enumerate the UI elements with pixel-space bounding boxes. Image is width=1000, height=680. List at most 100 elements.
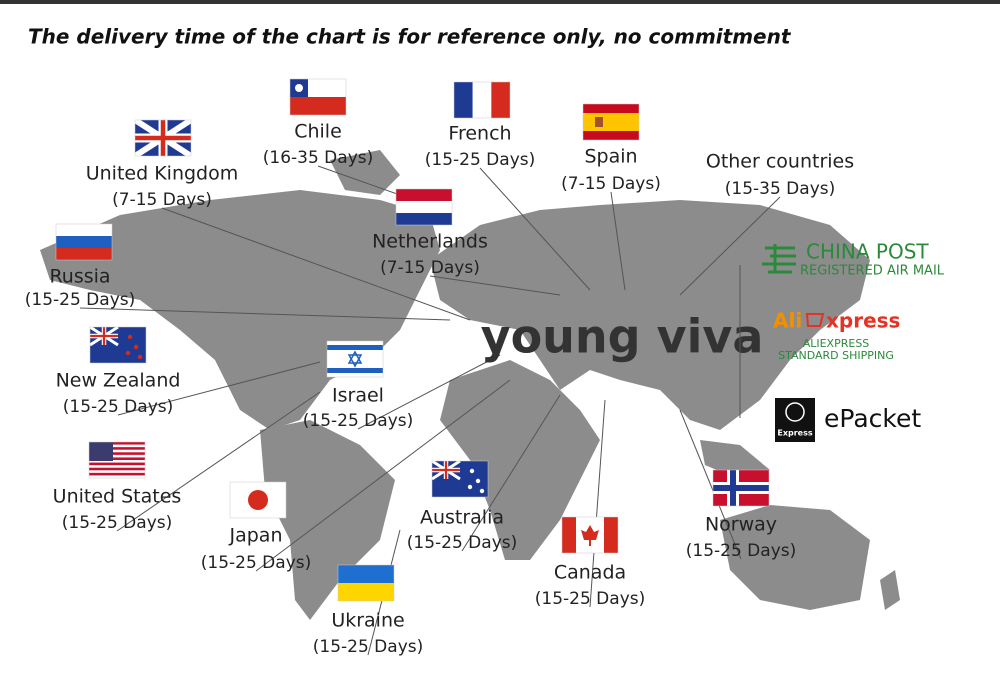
flag-part — [56, 236, 112, 248]
flag — [561, 516, 619, 554]
connector — [255, 379, 511, 572]
delivery-days: (15-25 Days) — [303, 411, 414, 431]
flag-part — [327, 345, 383, 350]
country-name: Spain — [584, 146, 637, 168]
delivery-days: (15-25 Days) — [201, 553, 312, 573]
flag-part — [89, 467, 145, 471]
flag-border — [712, 469, 770, 507]
brand: young viva — [481, 310, 764, 364]
flag-border — [55, 223, 113, 261]
flag-border — [561, 516, 619, 554]
flag — [712, 469, 770, 507]
connector — [679, 409, 742, 560]
country-name: French — [448, 123, 511, 145]
country-name: Russia — [49, 266, 110, 288]
country-name: United States — [53, 486, 182, 508]
flag-part — [396, 213, 452, 225]
flag-part — [475, 478, 481, 484]
connector — [461, 394, 561, 552]
flag-part — [595, 117, 603, 127]
flag-part — [290, 97, 346, 115]
flag-part — [56, 248, 112, 260]
aliexpress-logo-suffix: xpress — [826, 309, 900, 333]
flag — [55, 223, 113, 261]
flag-part — [491, 82, 510, 118]
flag — [133, 117, 193, 159]
country-name: Australia — [420, 507, 504, 529]
delivery-days: (15-25 Days) — [25, 290, 136, 310]
flag-part — [89, 447, 145, 450]
flag-part — [469, 468, 475, 474]
aliexpress-name: ALIEXPRESS — [803, 337, 870, 350]
flag-part — [133, 344, 139, 350]
connector — [117, 361, 321, 416]
connector — [161, 207, 471, 321]
flag-part — [472, 82, 492, 118]
flag-part — [89, 452, 145, 455]
country-name: Chile — [294, 121, 342, 143]
delivery-days: (7-15 Days) — [380, 258, 480, 278]
connector — [116, 391, 321, 532]
aliexpress-logo-prefix: Ali — [773, 309, 802, 333]
flag-part — [135, 135, 191, 141]
delivery-days: (7-15 Days) — [112, 190, 212, 210]
delivery-days: (15-25 Days) — [313, 637, 424, 657]
connector — [357, 354, 501, 430]
flag-part — [338, 565, 394, 583]
flag-part — [347, 350, 363, 368]
delivery-days: (7-15 Days) — [561, 174, 661, 194]
flag — [582, 103, 640, 141]
flag-border — [337, 564, 395, 602]
flag-part — [338, 583, 394, 601]
flag-part — [396, 201, 452, 213]
country-name: Netherlands — [372, 231, 488, 253]
country-name: United Kingdom — [86, 163, 239, 185]
connector — [317, 165, 401, 196]
flag-part — [127, 334, 133, 340]
connector — [79, 307, 451, 321]
country-name: Norway — [705, 514, 777, 536]
country-name: Israel — [332, 385, 384, 407]
flag-part — [90, 334, 118, 338]
flag — [89, 325, 147, 364]
flag-border — [89, 326, 147, 364]
flag-part — [562, 517, 576, 553]
flag-part — [454, 82, 473, 118]
china-post-service: REGISTERED AIR MAIL — [800, 264, 945, 279]
delivery-days: (16-35 Days) — [263, 148, 374, 168]
country-name: Ukraine — [331, 610, 404, 632]
flag-part — [125, 350, 131, 356]
country-name: Japan — [229, 525, 283, 547]
flag — [88, 441, 146, 479]
delivery-days: (15-25 Days) — [62, 513, 173, 533]
flag — [337, 564, 395, 602]
flag — [395, 188, 453, 226]
delivery-days: (15-25 Days) — [407, 533, 518, 553]
china-post-name: CHINA POST — [806, 240, 929, 264]
flag-border — [326, 340, 384, 378]
flag — [431, 459, 489, 498]
flag — [453, 81, 511, 119]
flag-part — [56, 224, 112, 236]
flag-part — [583, 113, 639, 131]
connector — [429, 275, 561, 296]
epacket-badge — [775, 398, 815, 442]
country-name: New Zealand — [56, 370, 181, 392]
connector — [479, 167, 591, 291]
title: The delivery time of the chart is for re… — [28, 25, 792, 49]
flag-border — [582, 103, 640, 141]
flag-part — [432, 468, 460, 472]
flag-border — [88, 441, 146, 479]
flag-part — [137, 354, 143, 360]
flag-part — [89, 442, 145, 445]
country-name: Other countries — [706, 151, 854, 173]
flag-part — [396, 189, 452, 201]
delivery-days: (15-25 Days) — [686, 541, 797, 561]
flag-part — [581, 525, 599, 546]
flag-part — [89, 442, 113, 461]
flag-part — [295, 84, 303, 92]
connector — [679, 196, 781, 296]
delivery-days: (15-25 Days) — [425, 150, 536, 170]
flag — [229, 481, 287, 519]
